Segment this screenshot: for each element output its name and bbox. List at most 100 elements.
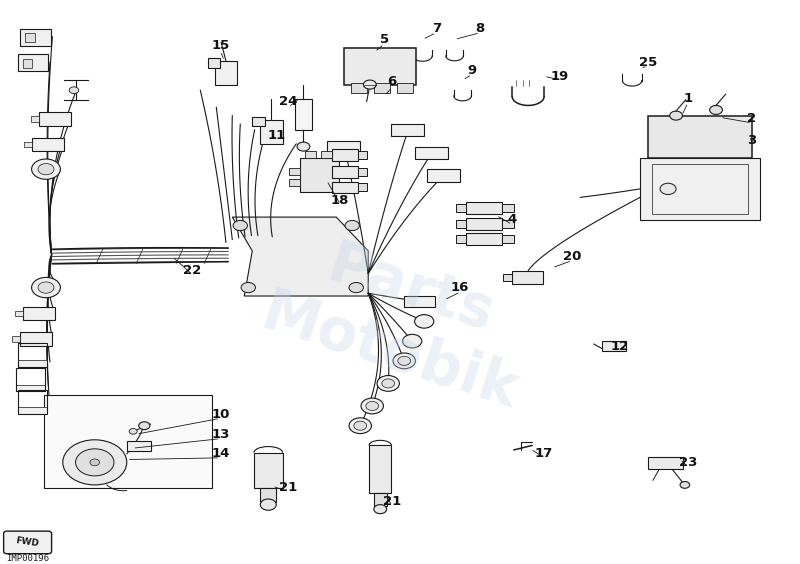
Bar <box>332 166 358 178</box>
Circle shape <box>660 183 676 195</box>
Bar <box>502 204 514 212</box>
Bar <box>289 168 300 175</box>
Bar <box>456 204 466 212</box>
Bar <box>17 368 45 391</box>
Circle shape <box>349 418 371 434</box>
Circle shape <box>138 422 150 430</box>
Bar <box>648 457 683 469</box>
Bar <box>648 116 752 158</box>
Bar <box>289 179 300 186</box>
Circle shape <box>233 221 247 231</box>
Text: 3: 3 <box>747 134 757 147</box>
Circle shape <box>670 111 682 120</box>
Text: 8: 8 <box>475 21 485 35</box>
Bar <box>23 307 54 320</box>
Bar <box>254 453 282 488</box>
Circle shape <box>62 440 126 485</box>
Bar <box>13 336 21 342</box>
Bar <box>652 164 748 214</box>
Bar <box>260 120 282 144</box>
Bar <box>18 360 46 367</box>
Circle shape <box>32 159 60 179</box>
Bar <box>33 138 64 151</box>
Bar <box>31 116 38 122</box>
Bar <box>18 407 46 414</box>
Text: 19: 19 <box>551 69 570 82</box>
Bar <box>18 407 46 414</box>
Bar <box>640 158 760 220</box>
Circle shape <box>361 398 383 414</box>
Circle shape <box>345 221 359 231</box>
Text: 18: 18 <box>331 193 350 206</box>
Text: 21: 21 <box>279 481 298 494</box>
Bar <box>15 311 23 316</box>
Text: 20: 20 <box>563 250 582 263</box>
Bar <box>374 83 390 93</box>
Text: 17: 17 <box>535 447 554 460</box>
Circle shape <box>297 142 310 151</box>
Bar <box>466 202 502 214</box>
Bar <box>18 54 48 71</box>
Bar <box>332 149 358 161</box>
Circle shape <box>38 164 54 175</box>
Bar <box>414 147 448 159</box>
FancyBboxPatch shape <box>4 531 51 554</box>
Bar <box>21 332 52 346</box>
Text: 24: 24 <box>279 95 298 108</box>
Bar <box>17 385 45 391</box>
Circle shape <box>382 379 394 388</box>
Circle shape <box>398 356 410 365</box>
Bar <box>294 99 312 130</box>
Bar <box>426 169 460 182</box>
Circle shape <box>32 277 60 298</box>
Bar <box>369 446 391 494</box>
Bar <box>466 233 502 245</box>
Bar <box>390 124 424 136</box>
Text: 25: 25 <box>639 55 658 68</box>
Circle shape <box>354 421 366 430</box>
Text: 14: 14 <box>211 447 230 460</box>
Circle shape <box>129 429 137 434</box>
Circle shape <box>374 505 386 514</box>
Bar <box>456 220 466 228</box>
Circle shape <box>90 459 99 466</box>
Text: IMP00196: IMP00196 <box>6 554 49 563</box>
Text: 13: 13 <box>211 428 230 440</box>
Bar <box>18 407 46 414</box>
Bar <box>502 220 514 228</box>
Bar <box>358 168 367 176</box>
Bar <box>38 112 70 126</box>
Text: 7: 7 <box>432 21 441 35</box>
Bar <box>358 183 367 191</box>
Bar <box>350 83 366 93</box>
Bar <box>502 235 514 243</box>
Circle shape <box>366 402 378 411</box>
Text: 5: 5 <box>380 33 389 46</box>
Circle shape <box>680 482 690 488</box>
Circle shape <box>38 282 54 293</box>
Bar <box>466 218 502 230</box>
Text: Parts
Motobik: Parts Motobik <box>254 222 546 421</box>
Bar <box>404 296 434 307</box>
Bar <box>344 48 416 85</box>
Text: 12: 12 <box>611 340 630 353</box>
Bar <box>18 407 46 414</box>
Text: 11: 11 <box>267 129 286 142</box>
Bar <box>126 441 150 451</box>
Bar <box>21 29 50 46</box>
Bar <box>326 141 360 153</box>
Circle shape <box>393 353 415 369</box>
Circle shape <box>69 87 78 94</box>
Bar <box>321 151 332 158</box>
Text: 2: 2 <box>747 112 757 125</box>
Bar <box>512 271 542 284</box>
Circle shape <box>377 376 399 391</box>
Text: 1: 1 <box>683 92 693 105</box>
Text: 4: 4 <box>507 213 517 226</box>
Circle shape <box>710 105 722 114</box>
Bar <box>17 385 45 391</box>
Bar <box>17 385 45 391</box>
Bar <box>17 385 45 391</box>
Bar <box>18 360 46 367</box>
Circle shape <box>349 283 363 293</box>
